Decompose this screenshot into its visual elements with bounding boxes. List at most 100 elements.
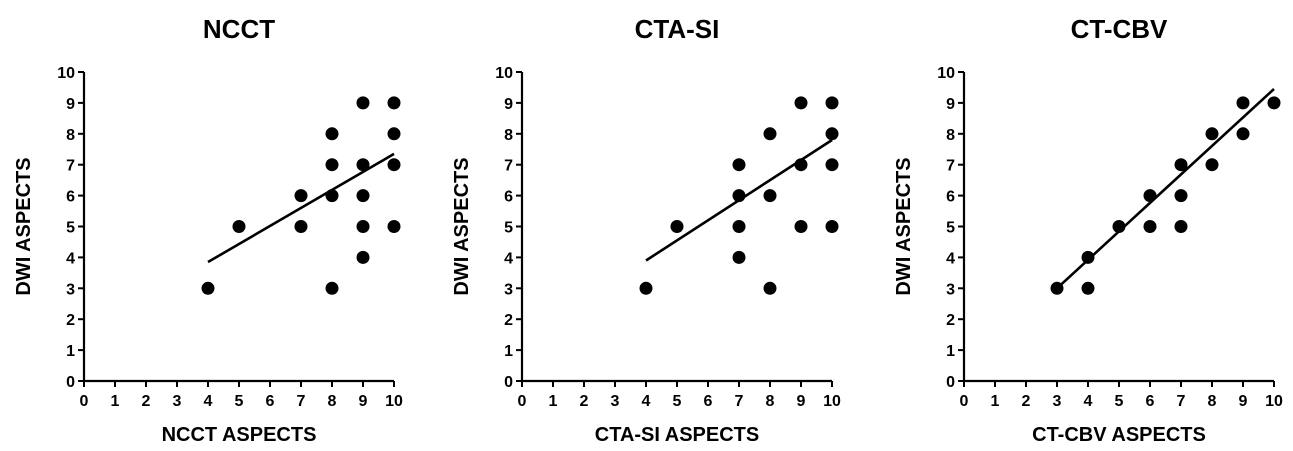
y-tick-label: 10 [937, 65, 955, 82]
y-axis-label: DWI ASPECTS [451, 157, 473, 295]
y-tick-label: 1 [504, 343, 513, 360]
data-point [732, 189, 746, 203]
x-tick-label: 5 [235, 393, 244, 410]
x-tick-label: 2 [580, 393, 589, 410]
x-tick-label: 1 [549, 393, 558, 410]
data-point [732, 250, 746, 264]
data-point [1267, 96, 1281, 110]
x-tick-label: 9 [1239, 393, 1248, 410]
data-point [794, 96, 808, 110]
y-tick-label: 10 [495, 65, 513, 82]
y-tick-label: 6 [946, 189, 955, 206]
y-tick-label: 1 [66, 343, 75, 360]
chart-panel-ct-cbv: CT-CBV 0 1 2 3 4 5 6 7 8 9 10 0 1 2 3 4 5 6 7 8 9 10 CT-CBV ASP… [880, 0, 1293, 451]
data-point [325, 127, 339, 141]
x-tick-label: 2 [142, 393, 151, 410]
data-point [387, 158, 401, 172]
y-tick-label: 5 [504, 220, 513, 237]
data-point [763, 127, 777, 141]
data-point [387, 220, 401, 233]
x-tick-label: 1 [111, 393, 120, 410]
data-point [1050, 281, 1064, 295]
data-point [325, 281, 339, 295]
data-point [670, 220, 684, 233]
data-point [825, 96, 839, 110]
data-point [1236, 96, 1250, 110]
x-tick-label: 10 [823, 393, 841, 410]
x-tick-label: 6 [704, 393, 713, 410]
data-point [1174, 189, 1188, 203]
y-tick-label: 10 [57, 65, 75, 82]
y-tick-label: 0 [946, 374, 955, 391]
data-point [825, 220, 839, 233]
chart-title: NCCT [203, 14, 275, 44]
x-tick-label: 0 [80, 393, 89, 410]
data-point [201, 281, 215, 295]
y-tick-label: 0 [504, 374, 513, 391]
x-tick-label: 7 [297, 393, 306, 410]
data-point [1205, 127, 1219, 141]
x-tick-label: 10 [1265, 393, 1283, 410]
data-point [232, 220, 246, 233]
x-tick-label: 4 [204, 393, 213, 410]
chart-plot: CTA-SI 0 1 2 3 4 5 6 7 8 9 10 0 1 2 3 4 5 6 7 8 9 10 CTA-SI ASP… [451, 14, 841, 446]
y-tick-label: 1 [946, 343, 955, 360]
data-point [763, 281, 777, 295]
y-tick-label: 4 [946, 250, 955, 267]
data-point [1143, 189, 1157, 203]
x-tick-label: 3 [173, 393, 182, 410]
x-tick-label: 0 [960, 393, 969, 410]
data-point [825, 127, 839, 141]
x-axis-label: CT-CBV ASPECTS [1032, 424, 1206, 446]
data-point [732, 158, 746, 172]
y-tick-label: 8 [504, 127, 513, 144]
y-tick-label: 6 [504, 189, 513, 206]
data-point [1081, 281, 1095, 295]
x-tick-label: 8 [328, 393, 337, 410]
data-point [356, 158, 370, 172]
y-tick-label: 4 [66, 250, 75, 267]
x-tick-label: 6 [1146, 393, 1155, 410]
y-tick-label: 3 [504, 281, 513, 298]
x-tick-label: 0 [518, 393, 527, 410]
data-point [825, 158, 839, 172]
data-point [1236, 127, 1250, 141]
chart-panel-ncct: NCCT 0 1 2 3 4 5 6 7 8 9 10 0 1 2 3 4 5 6 7 8 9 10 NCCT ASPECTS… [0, 0, 431, 451]
data-point [325, 189, 339, 203]
data-point [294, 189, 308, 203]
chart-plot: CT-CBV 0 1 2 3 4 5 6 7 8 9 10 0 1 2 3 4 5 6 7 8 9 10 CT-CBV ASP… [893, 14, 1283, 446]
data-point [325, 158, 339, 172]
data-point [1174, 220, 1188, 233]
x-tick-label: 7 [1177, 393, 1186, 410]
y-tick-label: 6 [66, 189, 75, 206]
x-tick-label: 4 [1084, 393, 1093, 410]
data-point [1081, 250, 1095, 264]
regression-line [207, 152, 395, 264]
data-point [356, 250, 370, 264]
y-tick-label: 4 [504, 250, 513, 267]
chart-plot: NCCT 0 1 2 3 4 5 6 7 8 9 10 0 1 2 3 4 5 6 7 8 9 10 NCCT ASPECTS… [13, 14, 403, 446]
x-tick-label: 9 [359, 393, 368, 410]
x-tick-label: 2 [1022, 393, 1031, 410]
x-tick-label: 9 [797, 393, 806, 410]
y-tick-label: 8 [66, 127, 75, 144]
y-tick-label: 3 [946, 281, 955, 298]
data-point [639, 281, 653, 295]
y-tick-label: 5 [946, 220, 955, 237]
x-tick-label: 5 [673, 393, 682, 410]
data-point [732, 220, 746, 233]
data-point [763, 189, 777, 203]
data-point [387, 96, 401, 110]
y-tick-label: 7 [946, 158, 955, 175]
x-tick-label: 1 [991, 393, 1000, 410]
data-point [1174, 158, 1188, 172]
y-tick-label: 8 [946, 127, 955, 144]
y-tick-label: 9 [946, 96, 955, 113]
y-tick-label: 9 [66, 96, 75, 113]
data-point [794, 158, 808, 172]
data-point [1205, 158, 1219, 172]
data-point [356, 96, 370, 110]
data-point [294, 220, 308, 233]
x-axis-label: CTA-SI ASPECTS [595, 424, 759, 446]
